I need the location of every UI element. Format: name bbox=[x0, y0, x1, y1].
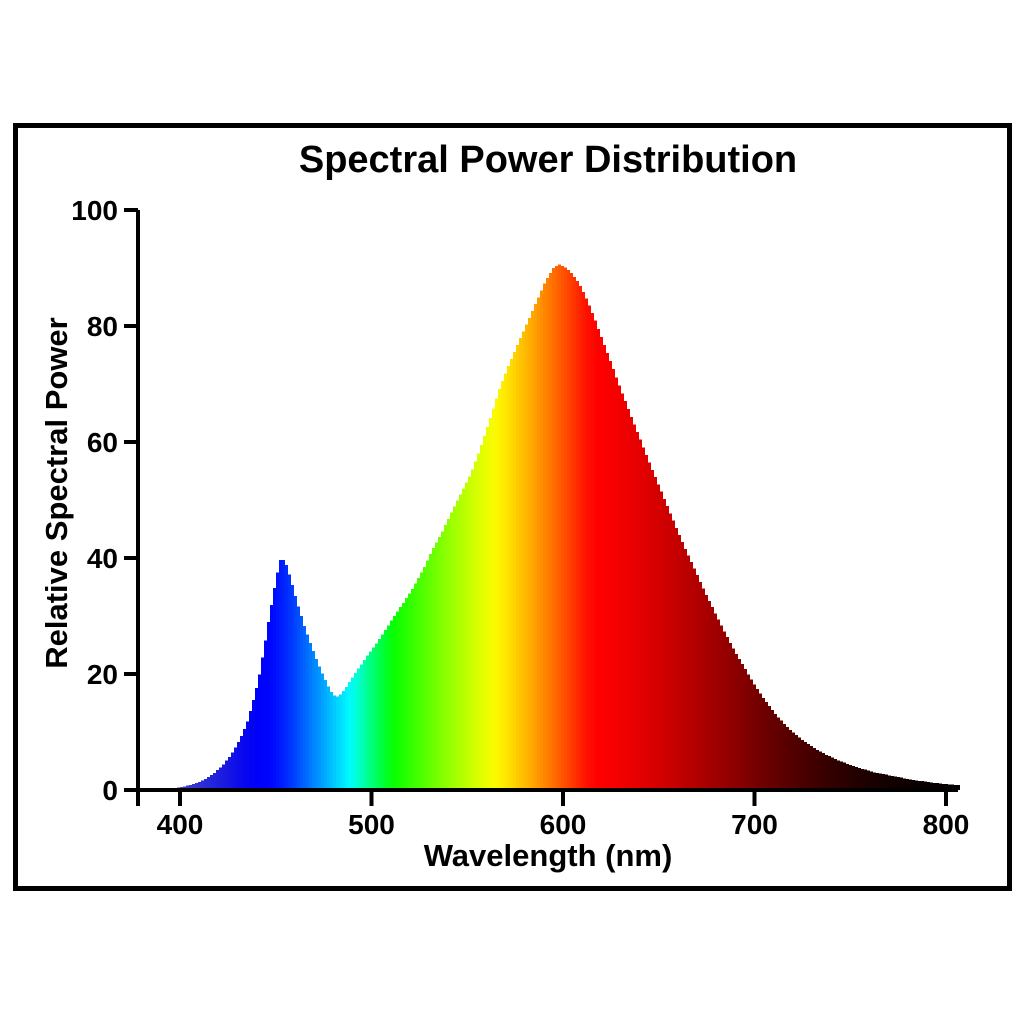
x-tick-label: 400 bbox=[157, 809, 204, 840]
x-tick-label: 800 bbox=[923, 809, 970, 840]
spectrum-area bbox=[150, 264, 960, 791]
y-tick-label: 80 bbox=[87, 311, 118, 342]
chart-title: Spectral Power Distribution bbox=[298, 139, 798, 181]
y-tick-label: 100 bbox=[71, 195, 118, 226]
y-tick-label: 20 bbox=[87, 659, 118, 690]
y-tick-label: 0 bbox=[102, 775, 118, 806]
y-tick-label: 40 bbox=[87, 543, 118, 574]
axes bbox=[136, 210, 958, 792]
x-tick-label: 600 bbox=[540, 809, 587, 840]
x-tick-label: 500 bbox=[348, 809, 395, 840]
x-axis-label: Wavelength (nm) bbox=[423, 838, 673, 873]
y-tick-label: 60 bbox=[87, 427, 118, 458]
y-axis-label: Relative Spectral Power bbox=[39, 317, 74, 669]
tick-marks bbox=[124, 208, 948, 806]
tick-labels: 0 20 40 60 80 100 400 500 600 700 800 bbox=[71, 195, 969, 840]
x-tick-label: 700 bbox=[731, 809, 778, 840]
